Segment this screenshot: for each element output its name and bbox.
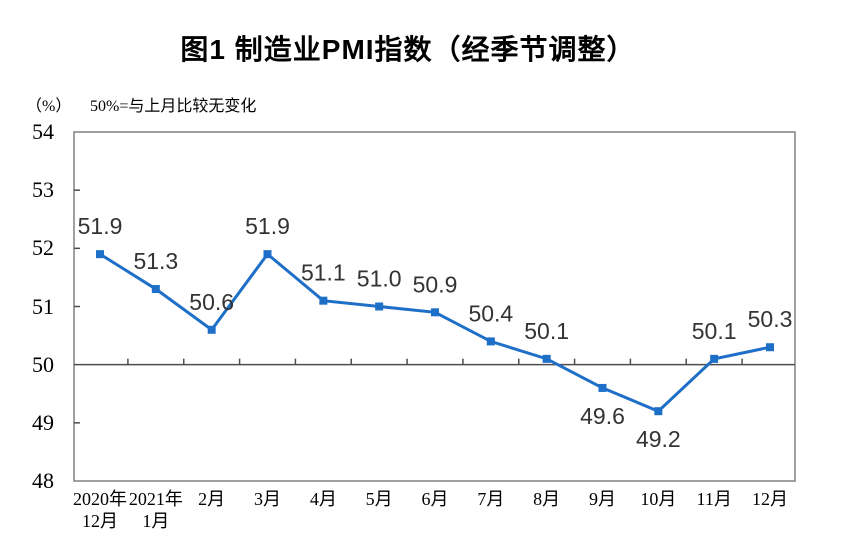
x-axis-tick-label-line: 5月 bbox=[365, 489, 393, 509]
data-point-marker bbox=[765, 343, 774, 352]
y-axis-tick-label: 49 bbox=[32, 409, 54, 435]
data-label: 50.1 bbox=[692, 318, 737, 344]
x-axis-tick-label: 2020年 12月 bbox=[58, 488, 142, 532]
data-label: 51.9 bbox=[78, 213, 123, 239]
data-point-marker bbox=[375, 302, 384, 311]
x-axis-tick-label-line: 10月 bbox=[640, 489, 677, 509]
x-axis-tick-label-line: 7月 bbox=[477, 489, 505, 509]
data-point-marker bbox=[151, 285, 160, 294]
data-label: 50.6 bbox=[189, 289, 234, 315]
x-axis-tick-label: 11月 bbox=[672, 488, 756, 510]
data-point-marker bbox=[96, 250, 104, 259]
x-axis-tick-label: 10月 bbox=[616, 488, 700, 510]
x-axis-tick-label: 2021年 1月 bbox=[114, 488, 198, 532]
x-axis-tick-label-line: 12月 bbox=[751, 489, 788, 509]
data-label: 50.1 bbox=[524, 318, 569, 344]
data-point-marker bbox=[263, 250, 272, 259]
x-axis-tick-label: 2月 bbox=[170, 488, 254, 510]
reference-line-note: 50%=与上月比较无变化 bbox=[90, 98, 257, 115]
x-axis-tick-label-line: 9月 bbox=[588, 489, 616, 509]
data-point-marker bbox=[710, 354, 719, 363]
x-axis-tick-label-line: 12月 bbox=[82, 511, 118, 531]
x-axis-tick-label-line: 2021年 bbox=[128, 489, 183, 509]
x-axis-tick-label: 4月 bbox=[281, 488, 365, 510]
y-axis-tick-label: 52 bbox=[32, 235, 54, 261]
data-point-marker bbox=[654, 407, 663, 416]
data-label: 50.3 bbox=[748, 306, 793, 332]
x-axis-tick-label: 7月 bbox=[449, 488, 533, 510]
y-axis-tick-label: 51 bbox=[32, 293, 54, 319]
y-axis-tick-label: 53 bbox=[32, 177, 54, 203]
data-point-marker bbox=[542, 354, 551, 363]
y-axis-tick-label: 48 bbox=[32, 468, 54, 493]
x-axis-tick-label: 12月 bbox=[728, 488, 812, 510]
data-label: 51.0 bbox=[357, 266, 402, 292]
data-label: 50.9 bbox=[413, 271, 458, 297]
x-axis-tick-label-line: 2月 bbox=[198, 489, 226, 509]
data-label: 50.4 bbox=[468, 300, 513, 326]
data-point-marker bbox=[430, 308, 439, 317]
data-point-marker bbox=[207, 325, 216, 334]
data-point-marker bbox=[486, 337, 495, 346]
x-axis-tick-label: 8月 bbox=[505, 488, 589, 510]
data-point-marker bbox=[319, 296, 328, 305]
data-point-marker bbox=[598, 383, 607, 392]
y-axis-tick-label: 54 bbox=[32, 119, 54, 144]
data-label: 51.9 bbox=[245, 213, 290, 239]
data-label: 51.3 bbox=[133, 248, 178, 274]
x-axis-tick-label-line: 11月 bbox=[696, 489, 732, 509]
y-axis-tick-label: 50 bbox=[32, 351, 54, 377]
x-axis-tick-label: 5月 bbox=[337, 488, 421, 510]
x-axis-tick-label-line: 8月 bbox=[533, 489, 561, 509]
x-axis-tick-label: 9月 bbox=[560, 488, 644, 510]
x-axis-tick-label: 3月 bbox=[225, 488, 309, 510]
data-label: 49.6 bbox=[580, 403, 625, 429]
x-axis-tick-label-line: 1月 bbox=[142, 511, 170, 531]
y-axis-unit-label: （%） bbox=[26, 98, 72, 115]
x-axis-tick-label-line: 6月 bbox=[421, 489, 449, 509]
chart-title: 图1 制造业PMI指数（经季节调整） bbox=[180, 34, 636, 65]
x-axis-tick-label-line: 2020年 bbox=[73, 489, 127, 509]
x-axis-tick-label: 6月 bbox=[393, 488, 477, 510]
data-label: 49.2 bbox=[636, 426, 681, 452]
x-axis-tick-label-line: 4月 bbox=[309, 489, 337, 509]
data-label: 51.1 bbox=[301, 260, 346, 286]
x-axis-tick-label-line: 3月 bbox=[253, 489, 281, 509]
